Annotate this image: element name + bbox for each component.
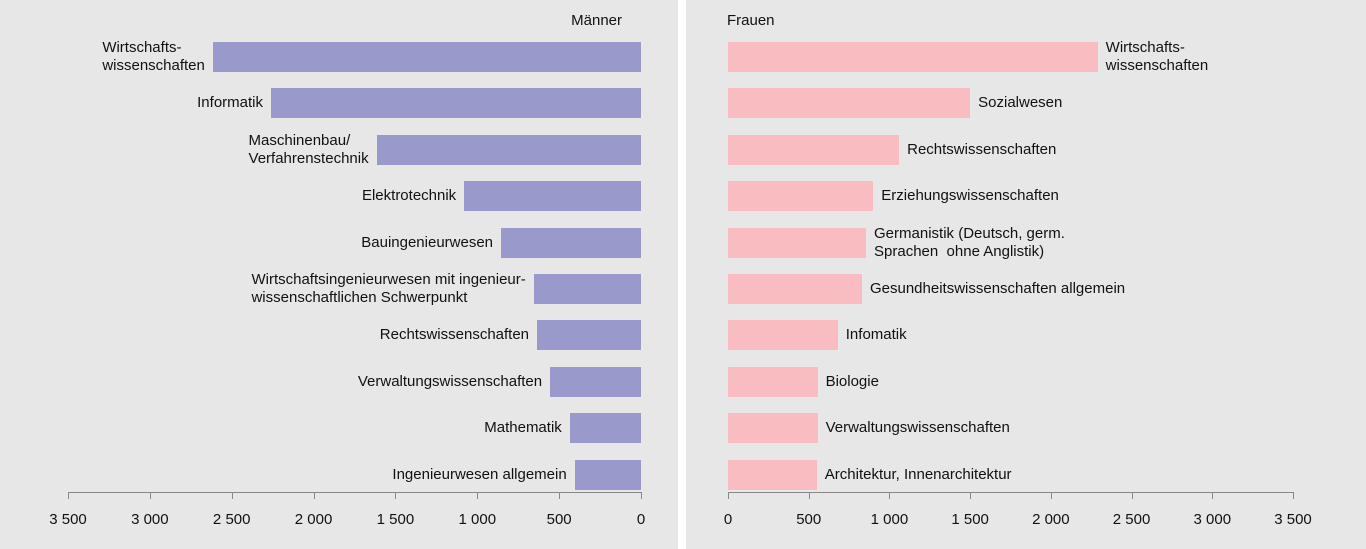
tick-mark xyxy=(1050,492,1052,499)
panel-title: Frauen xyxy=(727,12,775,29)
category-label: Wirtschaftsingenieurwesen mit ingenieur-… xyxy=(251,271,526,306)
bar xyxy=(574,459,641,490)
category-label: Wirtschafts- wissenschaften xyxy=(102,39,205,74)
tick-mark xyxy=(728,492,729,499)
category-label: Verwaltungswissenschaften xyxy=(357,372,543,390)
x-tick-label: 1 500 xyxy=(376,511,415,528)
x-tick-label: 3 500 xyxy=(49,511,87,528)
category-label: Ingenieurwesen allgemein xyxy=(392,465,567,483)
tick-mark xyxy=(889,492,891,499)
bar xyxy=(212,42,641,72)
bar xyxy=(728,320,838,351)
x-tick-label: 3 500 xyxy=(1274,511,1312,528)
bar xyxy=(728,181,874,212)
x-tick-label: 1 500 xyxy=(951,511,989,528)
tick-mark xyxy=(395,492,397,499)
x-tick-label: 0 xyxy=(636,511,646,528)
bar xyxy=(376,134,641,165)
tick-mark xyxy=(641,492,642,499)
category-label: Elektrotechnik xyxy=(361,187,457,205)
bar xyxy=(464,181,641,212)
x-tick-label: 3 000 xyxy=(1193,511,1232,528)
tick-mark xyxy=(559,492,561,499)
panel-title: Männer xyxy=(571,12,622,29)
x-axis xyxy=(728,492,1293,493)
x-tick-label: 1 000 xyxy=(870,511,909,528)
x-tick-label: 0 xyxy=(723,511,733,528)
bar xyxy=(728,366,818,397)
bar xyxy=(728,459,817,490)
category-label: Rechtswissenschaften xyxy=(379,326,530,344)
x-tick-label: 2 500 xyxy=(1112,511,1151,528)
category-label: Maschinenbau/ Verfahrenstechnik xyxy=(248,131,369,167)
bar xyxy=(569,413,641,444)
tick-mark xyxy=(1212,492,1214,499)
bar xyxy=(271,88,641,119)
category-label: Infomatik xyxy=(845,326,907,344)
tick-mark xyxy=(970,492,972,499)
tick-mark xyxy=(808,492,810,499)
tick-mark xyxy=(231,492,233,499)
bar xyxy=(550,366,641,397)
bar xyxy=(537,320,641,351)
x-tick-label: 500 xyxy=(546,511,572,528)
bar xyxy=(728,227,867,258)
x-tick-label: 2 500 xyxy=(212,511,251,528)
x-tick-label: 2 000 xyxy=(1032,511,1070,528)
bar xyxy=(728,42,1098,72)
category-label: Biologie xyxy=(825,372,879,390)
category-label: Wirtschafts- wissenschaften xyxy=(1105,39,1209,74)
tick-mark xyxy=(477,492,479,499)
x-tick-label: 2 000 xyxy=(294,511,333,528)
category-label: Bauingenieurwesen xyxy=(361,233,494,251)
category-label: Gesundheitswissenschaften allgemein xyxy=(869,280,1126,297)
bar xyxy=(533,274,641,304)
bar xyxy=(728,134,900,165)
category-label: Mathematik xyxy=(484,419,562,437)
x-tick-label: 3 000 xyxy=(131,511,169,528)
tick-mark xyxy=(1293,492,1294,499)
category-label: Informatik xyxy=(197,94,263,112)
bar xyxy=(501,227,641,258)
tick-mark xyxy=(68,492,69,499)
tick-mark xyxy=(149,492,151,499)
category-label: Rechtswissenschaften xyxy=(907,140,1057,158)
tick-mark xyxy=(313,492,315,499)
category-label: Architektur, Innenarchitektur xyxy=(824,465,1012,483)
category-label: Erziehungswissenschaften xyxy=(881,187,1059,205)
x-tick-label: 500 xyxy=(796,511,822,528)
category-label: Verwaltungswissenschaften xyxy=(825,419,1010,437)
x-axis xyxy=(68,492,641,493)
x-tick-label: 1 000 xyxy=(458,511,497,528)
bar xyxy=(728,413,818,444)
category-label: Sozialwesen xyxy=(978,94,1063,112)
bar xyxy=(728,274,862,304)
tick-mark xyxy=(1131,492,1133,499)
category-label: Germanistik (Deutsch, germ. Sprachen ohn… xyxy=(874,224,1065,260)
bar xyxy=(728,88,971,119)
